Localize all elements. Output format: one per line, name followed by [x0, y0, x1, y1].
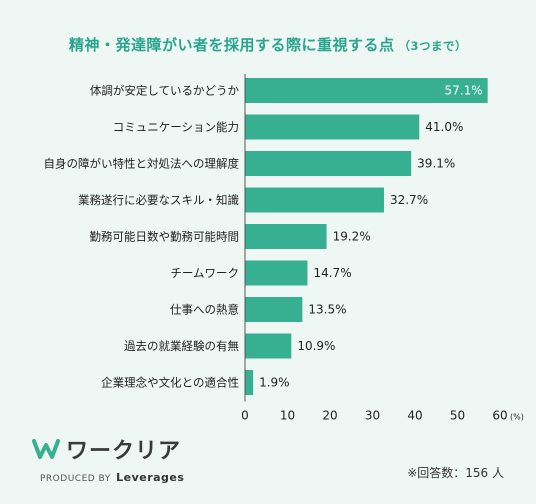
data-label: 41.0% — [425, 120, 463, 134]
brand-mark-icon — [32, 438, 60, 460]
x-tick-label: 20 — [322, 409, 337, 423]
bar — [245, 188, 384, 213]
bar — [245, 115, 419, 140]
bar — [245, 297, 302, 322]
bar — [245, 151, 411, 176]
data-label: 32.7% — [390, 193, 428, 207]
brand-logo: ワークリア PRODUCED BY Leverages — [32, 433, 184, 484]
bar — [245, 370, 253, 395]
category-label: 業務遂行に必要なスキル・知識 — [78, 193, 239, 207]
data-label: 57.1% — [445, 84, 483, 98]
category-label: 企業理念や文化との適合性 — [101, 376, 239, 390]
data-label: 1.9% — [259, 376, 290, 390]
respondent-count: ※回答数：156 人 — [407, 464, 504, 481]
bar — [245, 334, 291, 359]
x-tick-label: 30 — [365, 409, 380, 423]
data-label: 14.7% — [313, 266, 351, 280]
produced-by: PRODUCED BY Leverages — [32, 471, 184, 484]
x-tick-label: 50 — [450, 409, 465, 423]
data-label: 10.9% — [297, 339, 335, 353]
data-label: 13.5% — [308, 303, 346, 317]
category-label: 過去の就業経験の有無 — [124, 339, 239, 353]
x-tick-label: 60 — [492, 409, 507, 423]
data-label: 39.1% — [417, 157, 455, 171]
bar — [245, 224, 327, 249]
data-label: 19.2% — [333, 230, 371, 244]
category-label: 勤務可能日数や勤務可能時間 — [90, 230, 240, 244]
category-label: チームワーク — [170, 266, 239, 280]
produced-by-label: PRODUCED BY — [40, 474, 111, 484]
category-label: コミュニケーション能力 — [113, 120, 239, 134]
category-label: 仕事への熱意 — [170, 303, 239, 317]
bar — [245, 261, 307, 286]
category-label: 自身の障がい特性と対処法への理解度 — [44, 157, 240, 171]
x-tick-label: 0 — [241, 409, 249, 423]
x-tick-label: 40 — [407, 409, 422, 423]
category-label: 体調が安定しているかどうか — [90, 84, 240, 98]
bar-chart: 体調が安定しているかどうか 57.1% コミュニケーション能力 41.0% 自身の障がい… — [0, 0, 536, 430]
x-tick-label: 10 — [280, 409, 295, 423]
brand-name: ワークリア — [66, 433, 181, 465]
company-name: Leverages — [116, 471, 184, 484]
x-axis-unit: (%) — [510, 413, 524, 422]
